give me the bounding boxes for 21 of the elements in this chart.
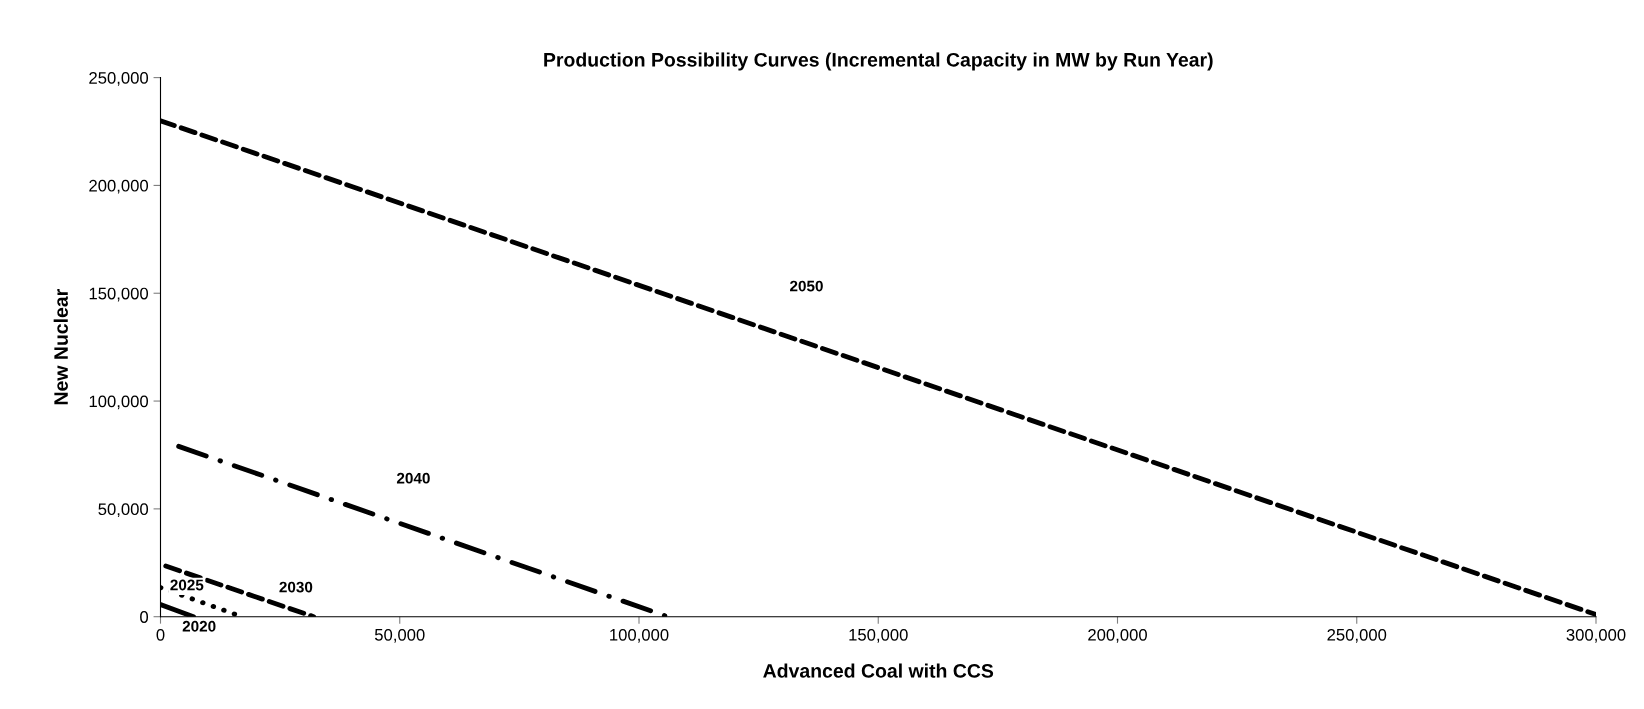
y-tick-label: 150,000 — [89, 287, 149, 302]
x-tick-label: 0 — [156, 628, 165, 641]
x-tick-label: 300,000 — [1566, 628, 1626, 643]
series-label: 2030 — [279, 581, 313, 593]
text: 2050 — [790, 280, 823, 292]
series-label: 2025 — [170, 579, 204, 591]
x-tick-label: 100,000 — [610, 628, 669, 643]
y-tick-label: 100,000 — [89, 395, 149, 410]
y-tick-label: 250,000 — [89, 72, 149, 86]
y-tick-label: 200,000 — [89, 179, 149, 194]
y-axis-title: New Nuclear — [53, 289, 68, 405]
text: 2040 — [396, 472, 430, 484]
y-tick-label: 50,000 — [98, 503, 149, 518]
series-label: 2020 — [182, 620, 216, 632]
y-tick-label: 0 — [140, 611, 149, 623]
x-tick-label: 200,000 — [1088, 628, 1147, 643]
x-tick-label: 50,000 — [374, 628, 425, 643]
chart-title: Production Possibility Curves (Incremental Capacity in MW by Run Year) — [544, 52, 1213, 71]
x-tick-label: 250,000 — [1327, 628, 1387, 643]
x-axis-title: Advanced Coal with CCS — [763, 663, 994, 678]
x-tick-label: 150,000 — [849, 628, 908, 643]
